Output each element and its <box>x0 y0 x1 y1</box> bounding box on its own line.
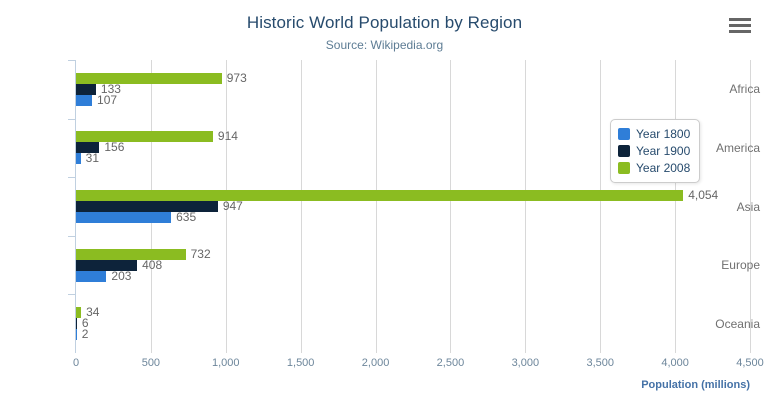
legend-item-year-1900[interactable]: Year 1900 <box>618 142 690 159</box>
bar-africa-year-2008[interactable] <box>76 72 222 84</box>
data-label: 732 <box>190 246 211 261</box>
data-label: 914 <box>217 129 238 144</box>
gridline <box>750 60 751 353</box>
category-label-asia: Asia <box>736 199 760 214</box>
chart-subtitle: Source: Wikipedia.org <box>325 38 444 52</box>
bar-asia-year-1800[interactable] <box>76 212 172 223</box>
x-axis-title: Population (millions) <box>641 379 750 391</box>
chart-title: Historic World Population by Region <box>246 13 523 32</box>
bar-africa-year-1900[interactable] <box>76 83 96 95</box>
bar-africa-year-1800[interactable] <box>76 94 93 106</box>
legend-label: Year 1800 <box>636 126 691 141</box>
legend-swatch-icon <box>618 161 630 174</box>
gridline <box>300 60 302 353</box>
x-axis-tick-label: 4,000 <box>661 357 689 369</box>
data-label: 107 <box>97 92 118 107</box>
bar-oceania-year-1900[interactable] <box>76 318 77 330</box>
menu-bar-2 <box>729 24 751 27</box>
x-axis-tick-label: 2,500 <box>436 357 465 369</box>
category-label-africa: Africa <box>729 82 760 97</box>
legend-item-year-2008[interactable]: Year 2008 <box>618 159 690 176</box>
gridline <box>675 60 677 353</box>
x-axis-tick-label: 4,500 <box>736 357 764 369</box>
data-label: 31 <box>85 151 99 166</box>
legend-label: Year 1900 <box>636 143 691 158</box>
chart-legend: Year 1800 Year 1900 Year 2008 <box>610 119 701 183</box>
y-axis-tick-mark <box>68 177 76 179</box>
y-axis-tick-mark <box>68 60 76 61</box>
gridline <box>225 60 227 353</box>
data-label: 408 <box>142 257 163 272</box>
x-axis-tick-label: 0 <box>72 357 80 369</box>
bar-europe-year-2008[interactable] <box>76 248 186 260</box>
hamburger-menu-icon[interactable] <box>729 18 751 34</box>
data-label: 947 <box>222 199 243 213</box>
y-axis-tick-mark <box>68 235 76 237</box>
x-axis-tick-label: 500 <box>141 357 161 369</box>
bar-america-year-1900[interactable] <box>76 142 100 154</box>
data-label: 2 <box>81 327 89 342</box>
y-axis-line <box>75 60 76 353</box>
data-label: 635 <box>176 210 197 224</box>
bar-america-year-1800[interactable] <box>76 153 81 165</box>
bar-asia-year-2008[interactable] <box>76 190 684 201</box>
x-axis-tick-label: 1,500 <box>286 357 315 369</box>
data-label: 133 <box>100 81 121 96</box>
data-label: 203 <box>111 268 132 283</box>
data-label: 6 <box>81 316 89 331</box>
bar-europe-year-1900[interactable] <box>76 259 138 271</box>
gridline <box>525 60 527 353</box>
bar-oceania-year-2008[interactable] <box>76 307 82 319</box>
menu-bar-3 <box>729 30 751 33</box>
category-label-oceania: Oceania <box>715 316 760 331</box>
x-axis-tick-label: 1,000 <box>212 357 240 369</box>
bar-america-year-2008[interactable] <box>76 131 213 143</box>
data-label: 156 <box>104 140 125 155</box>
category-label-europe: Europe <box>721 258 760 273</box>
y-axis-tick-mark <box>68 118 76 120</box>
data-label: 4,054 <box>688 188 719 202</box>
gridline <box>375 60 377 353</box>
menu-bar-1 <box>729 18 751 21</box>
data-label: 973 <box>226 70 247 85</box>
legend-label: Year 2008 <box>636 160 691 175</box>
category-label-america: America <box>715 140 760 155</box>
y-axis-tick-mark <box>68 294 76 296</box>
bar-asia-year-1900[interactable] <box>76 201 218 212</box>
x-axis-tick-label: 3,500 <box>586 357 614 369</box>
bar-oceania-year-1800[interactable] <box>76 329 77 341</box>
bar-europe-year-1800[interactable] <box>76 270 107 282</box>
gridline <box>600 60 602 353</box>
legend-swatch-icon <box>618 144 630 157</box>
plot-area: 107 133 973 31 156 914 635 947 4,054 203 408 732 2 6 3… <box>68 60 751 353</box>
x-axis-tick-label: 2,000 <box>361 357 390 369</box>
x-axis-tick-label: 3,000 <box>511 357 540 369</box>
data-label: 34 <box>86 305 100 320</box>
legend-item-year-1800[interactable]: Year 1800 <box>618 125 690 142</box>
legend-swatch-icon <box>618 127 630 140</box>
gridline <box>450 60 452 353</box>
